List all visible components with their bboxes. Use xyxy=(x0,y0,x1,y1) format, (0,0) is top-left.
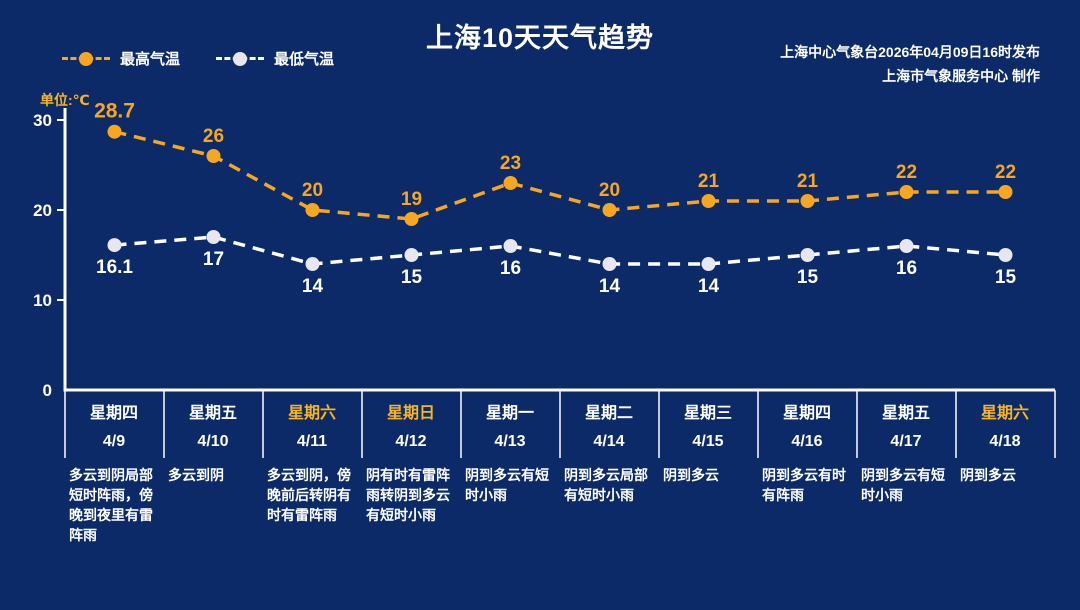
forecast-table: 星期四 4/9 多云到阴局部短时阵雨，傍晚到夜里有雷阵雨 星期五 4/10 多云到阴 星期六… xyxy=(65,392,1055,545)
source-info: 上海中心气象台2026年04月09日16时发布 上海市气象服务中心 制作 xyxy=(780,40,1040,88)
forecast-text: 阴到多云局部有短时小雨 xyxy=(564,467,648,503)
forecast-column: 星期三 4/15 阴到多云 xyxy=(659,392,758,545)
weekday-label: 星期五 xyxy=(881,405,930,422)
forecast-text: 多云到阴局部短时阵雨，傍晚到夜里有雷阵雨 xyxy=(69,467,153,543)
svg-text:15: 15 xyxy=(797,267,819,288)
svg-text:19: 19 xyxy=(401,189,422,210)
forecast-column: 星期五 4/10 多云到阴 xyxy=(164,392,263,545)
svg-text:14: 14 xyxy=(698,276,720,297)
svg-text:17: 17 xyxy=(203,249,224,270)
forecast-column: 星期四 4/9 多云到阴局部短时阵雨，傍晚到夜里有雷阵雨 xyxy=(65,392,164,545)
date-label: 4/16 xyxy=(791,433,823,450)
forecast-text: 阴到多云有短时小雨 xyxy=(465,467,549,503)
date-label: 4/17 xyxy=(890,433,922,450)
min-temp-line-icon xyxy=(216,51,265,66)
svg-text:20: 20 xyxy=(302,180,323,201)
date-label: 4/12 xyxy=(395,433,427,450)
legend-label-min: 最低气温 xyxy=(274,51,335,68)
forecast-text: 多云到阴，傍晚前后转阴有时有雷阵雨 xyxy=(267,467,351,523)
svg-text:21: 21 xyxy=(797,171,819,192)
date-label: 4/9 xyxy=(102,433,126,450)
source-line-2: 上海市气象服务中心 制作 xyxy=(882,68,1040,84)
weekday-label: 星期一 xyxy=(485,405,534,422)
legend-item-max: 最高气温 xyxy=(62,48,180,69)
date-label: 4/14 xyxy=(593,433,625,450)
weekday-label: 星期三 xyxy=(683,405,732,422)
forecast-text: 阴到多云有时有阵雨 xyxy=(762,467,846,503)
svg-text:30: 30 xyxy=(33,111,52,130)
chart-legend: 最高气温 最低气温 xyxy=(62,48,334,69)
weekday-label: 星期四 xyxy=(782,405,831,422)
unit-label: 单位:℃ xyxy=(40,92,90,108)
forecast-column: 星期日 4/12 阴有时有雷阵雨转阴到多云有短时小雨 xyxy=(362,392,461,545)
source-line-1: 上海中心气象台2026年04月09日16时发布 xyxy=(780,44,1040,60)
weekday-label: 星期五 xyxy=(188,405,237,422)
dot-icon xyxy=(233,51,248,66)
svg-text:16: 16 xyxy=(500,258,521,279)
svg-text:15: 15 xyxy=(401,267,423,288)
weekday-label: 星期日 xyxy=(386,405,435,422)
svg-text:20: 20 xyxy=(599,180,620,201)
forecast-text: 阴到多云 xyxy=(663,467,719,483)
svg-text:14: 14 xyxy=(302,276,324,297)
forecast-column: 星期四 4/16 阴到多云有时有阵雨 xyxy=(758,392,857,545)
forecast-text: 阴到多云有短时小雨 xyxy=(861,467,945,503)
weekday-label: 星期六 xyxy=(287,405,336,422)
forecast-text: 多云到阴 xyxy=(168,467,224,483)
svg-text:10: 10 xyxy=(33,291,52,310)
svg-text:16: 16 xyxy=(896,258,917,279)
svg-text:20: 20 xyxy=(33,201,52,220)
date-label: 4/11 xyxy=(296,433,328,450)
svg-text:0: 0 xyxy=(43,381,52,400)
weekday-label: 星期二 xyxy=(584,405,633,422)
forecast-column: 星期二 4/14 阴到多云局部有短时小雨 xyxy=(560,392,659,545)
dot-icon xyxy=(79,51,93,66)
svg-text:21: 21 xyxy=(698,171,720,192)
max-temp-line-icon xyxy=(62,51,110,66)
forecast-text: 阴到多云 xyxy=(960,467,1016,483)
svg-text:14: 14 xyxy=(599,276,621,297)
date-label: 4/13 xyxy=(494,433,526,450)
forecast-column: 星期五 4/17 阴到多云有短时小雨 xyxy=(857,392,956,545)
svg-text:16.1: 16.1 xyxy=(96,257,133,278)
date-label: 4/15 xyxy=(692,433,724,450)
page-title: 上海10天天气趋势 xyxy=(425,23,655,53)
forecast-column: 星期六 4/11 多云到阴，傍晚前后转阴有时有雷阵雨 xyxy=(263,392,362,545)
legend-label-max: 最高气温 xyxy=(120,51,181,68)
svg-text:22: 22 xyxy=(995,162,1016,183)
svg-text:26: 26 xyxy=(203,126,224,147)
svg-text:28.7: 28.7 xyxy=(94,100,135,123)
weekday-label: 星期四 xyxy=(89,405,138,422)
forecast-text: 阴有时有雷阵雨转阴到多云有短时小雨 xyxy=(366,467,450,523)
forecast-column: 星期六 4/18 阴到多云 xyxy=(956,392,1055,545)
legend-item-min: 最低气温 xyxy=(216,48,334,69)
svg-text:15: 15 xyxy=(995,267,1017,288)
svg-text:23: 23 xyxy=(500,153,521,174)
weekday-label: 星期六 xyxy=(980,405,1029,422)
forecast-column: 星期一 4/13 阴到多云有短时小雨 xyxy=(461,392,560,545)
svg-text:22: 22 xyxy=(896,162,917,183)
date-label: 4/10 xyxy=(197,433,229,450)
date-label: 4/18 xyxy=(989,433,1021,450)
